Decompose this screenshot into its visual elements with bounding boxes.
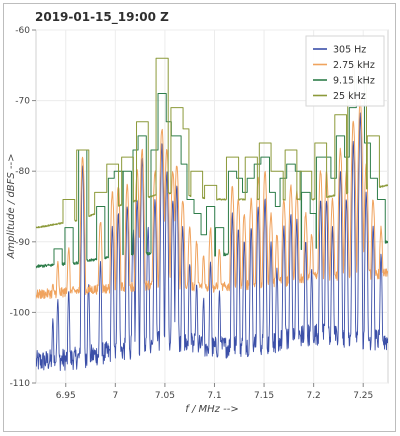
legend-label: 305 Hz bbox=[333, 44, 366, 55]
y-tick-label: -70 bbox=[15, 97, 30, 107]
y-tick-label: -100 bbox=[10, 308, 31, 318]
series-line bbox=[36, 57, 388, 229]
legend-label: 2.75 kHz bbox=[333, 60, 375, 71]
x-tick-label: 7 bbox=[112, 391, 118, 401]
legend-label: 25 kHz bbox=[333, 91, 366, 102]
series-group bbox=[36, 57, 388, 371]
series-line bbox=[36, 98, 388, 299]
y-tick-label: -60 bbox=[15, 26, 30, 36]
x-tick-label: 7.25 bbox=[353, 391, 373, 401]
x-tick-label: 7.15 bbox=[254, 391, 274, 401]
y-tick-label: -90 bbox=[15, 238, 30, 248]
chart-title: 2019-01-15_19:00 Z bbox=[35, 10, 169, 24]
x-tick-label: 6.95 bbox=[56, 391, 76, 401]
x-tick-label: 7.2 bbox=[306, 391, 320, 401]
x-tick-label: 7.05 bbox=[155, 391, 175, 401]
legend-box bbox=[305, 35, 385, 107]
x-axis-ticks: 6.95 7 7.05 7.1 7.15 7.2 7.25 bbox=[56, 383, 373, 401]
y-tick-label: -80 bbox=[15, 167, 30, 177]
y-axis-title: Amplitude / dBFS --> bbox=[6, 153, 17, 259]
y-axis-ticks: -60 -70 -80 -90 -100 -110 bbox=[10, 26, 36, 389]
x-axis-title: f / MHz --> bbox=[185, 404, 238, 415]
y-tick-label: -110 bbox=[10, 379, 31, 389]
legend: 305 Hz 2.75 kHz 9.15 kHz 25 kHz bbox=[305, 35, 385, 107]
series-line bbox=[36, 112, 388, 371]
x-tick-label: 7.1 bbox=[207, 391, 221, 401]
legend-label: 9.15 kHz bbox=[333, 75, 375, 86]
